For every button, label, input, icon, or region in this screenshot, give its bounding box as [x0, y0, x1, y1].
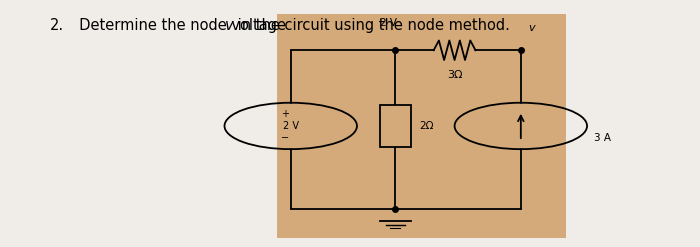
Text: 2.: 2.	[50, 19, 64, 34]
Text: in the circuit using the node method.: in the circuit using the node method.	[233, 19, 510, 34]
Text: 2 V: 2 V	[380, 18, 397, 28]
Text: $v$: $v$	[528, 23, 536, 33]
Text: Determine the node voltage: Determine the node voltage	[70, 19, 290, 34]
Text: 3Ω: 3Ω	[447, 70, 462, 80]
FancyBboxPatch shape	[379, 105, 411, 147]
Text: +: +	[281, 109, 289, 119]
FancyBboxPatch shape	[276, 14, 566, 238]
Text: v: v	[225, 19, 233, 34]
Text: 2Ω: 2Ω	[419, 121, 434, 131]
Text: −: −	[281, 133, 289, 143]
Text: 3 A: 3 A	[594, 133, 611, 143]
Text: 2 V: 2 V	[283, 121, 299, 131]
